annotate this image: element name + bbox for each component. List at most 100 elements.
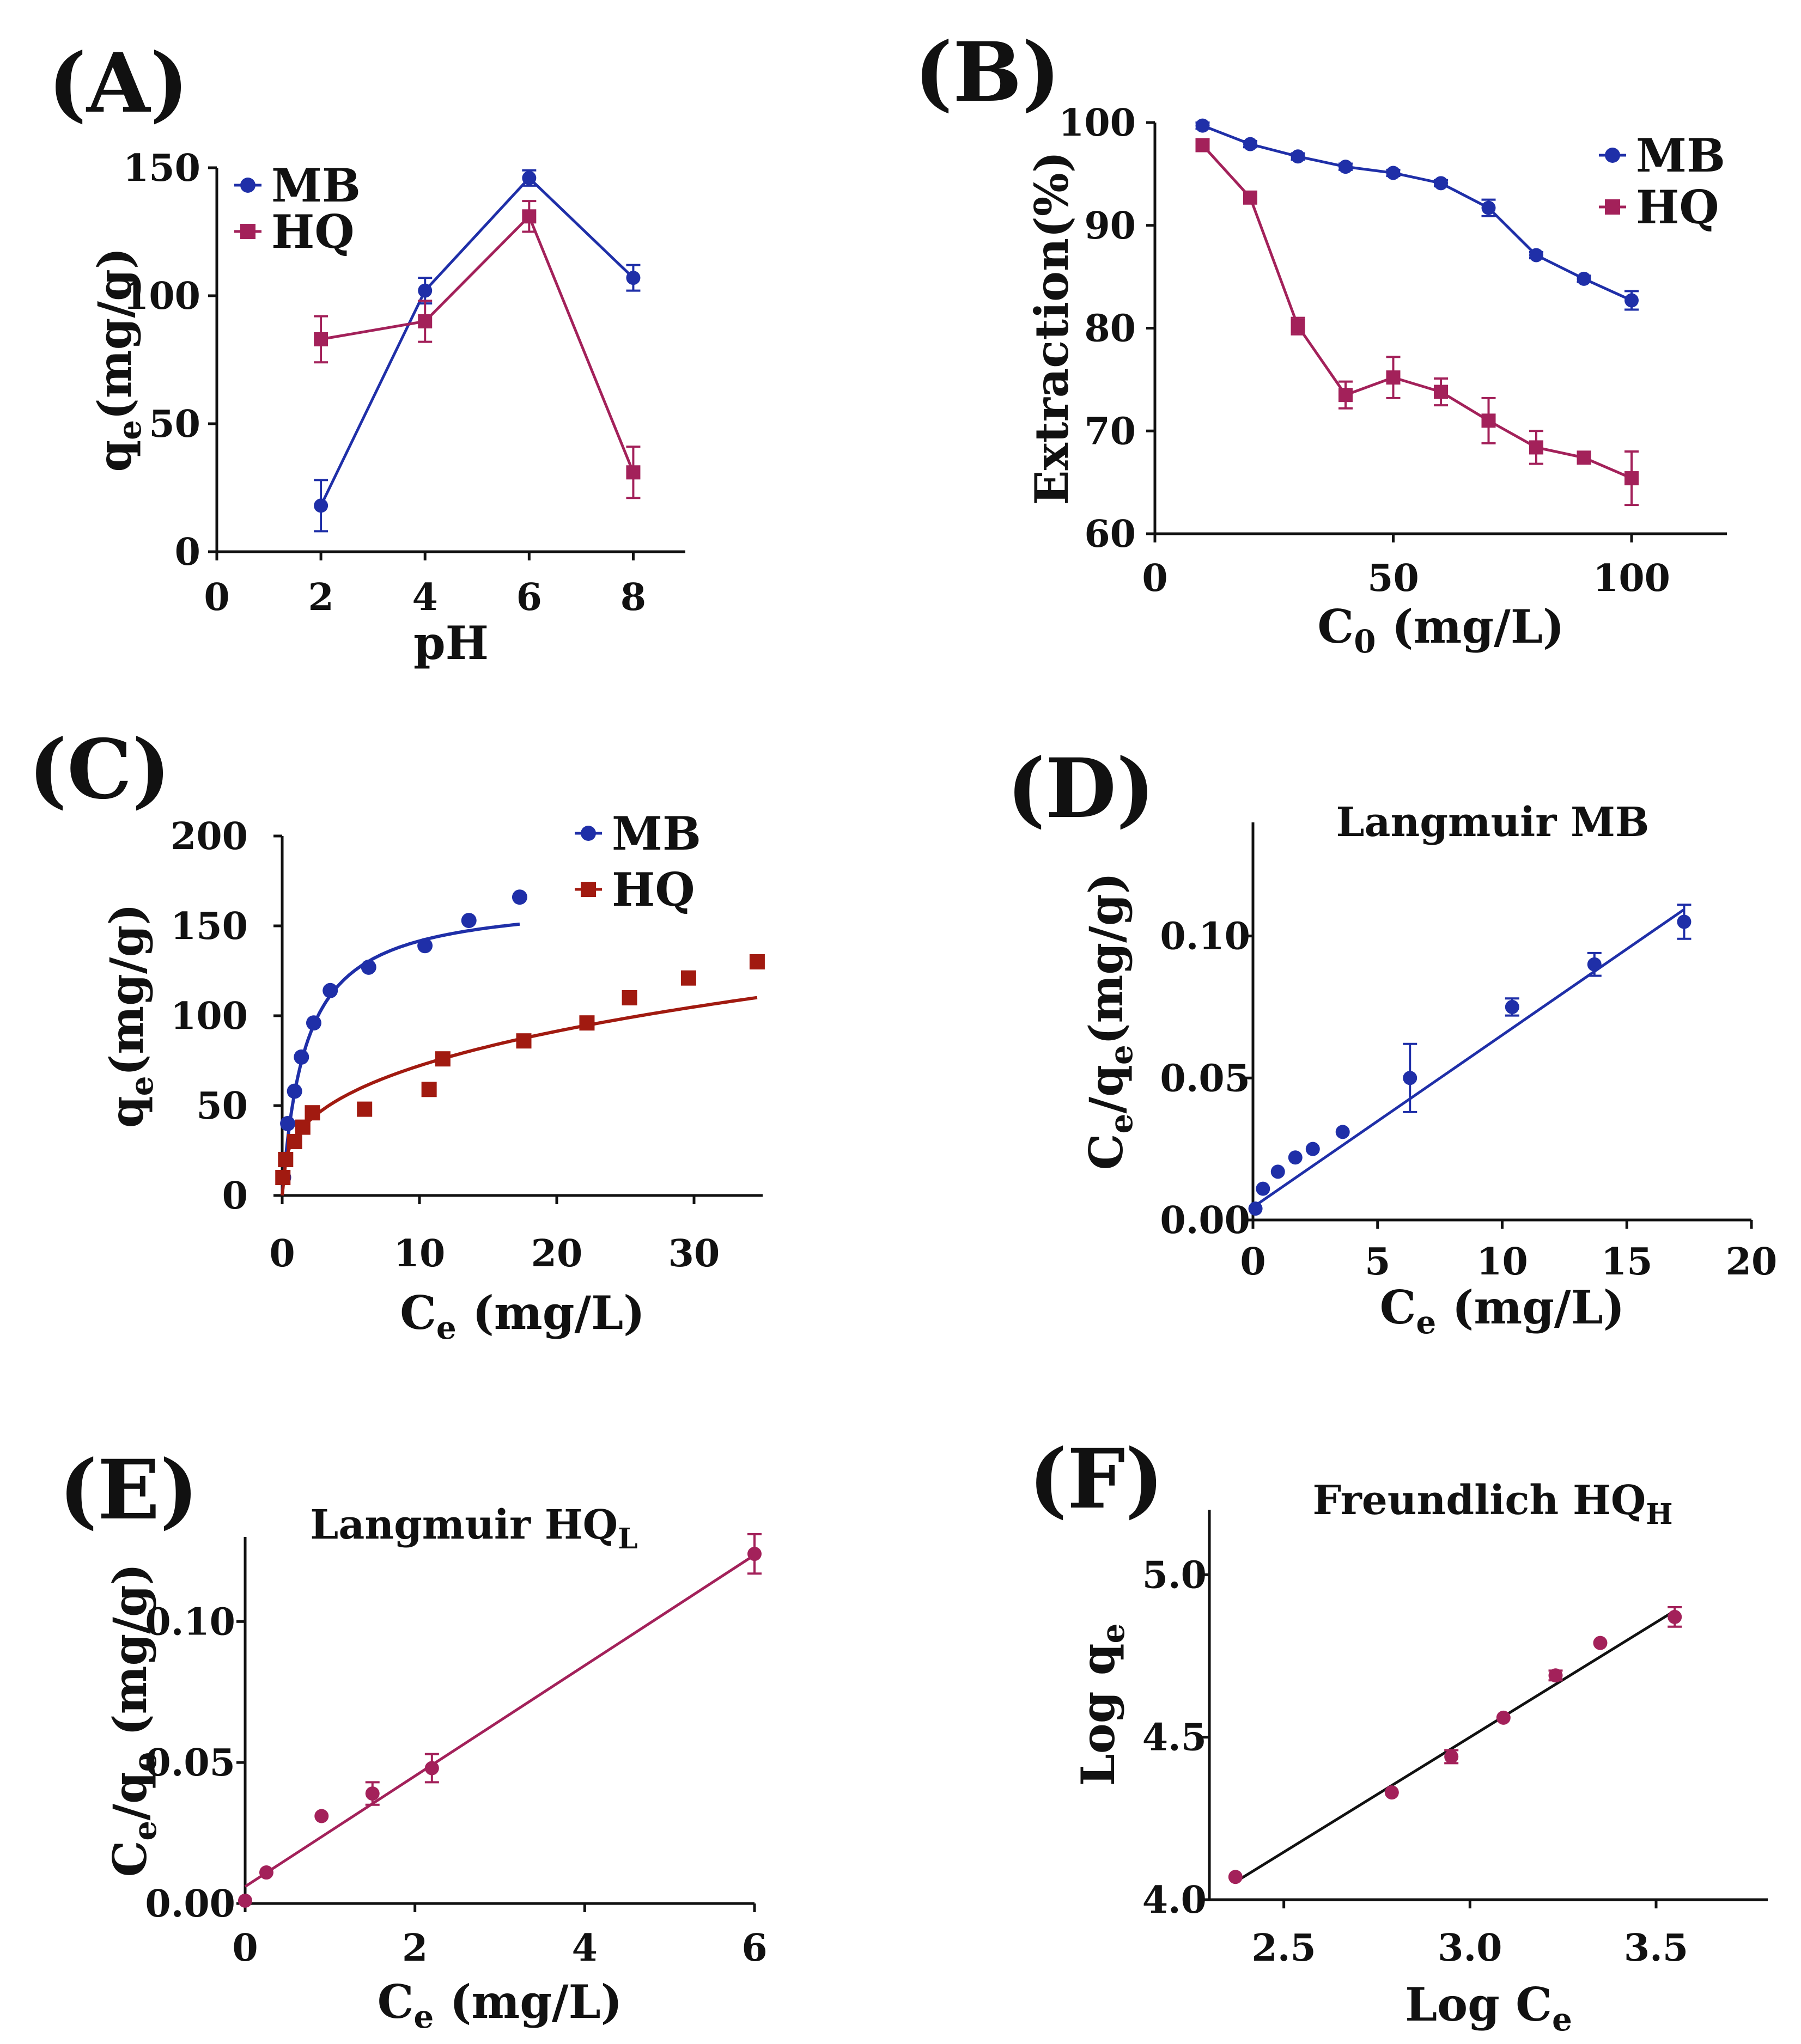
panel-label: (A) (48, 35, 188, 131)
x-tick-label: 6 (741, 1926, 767, 1970)
panel-label: (B) (914, 25, 1061, 120)
data-point (749, 954, 765, 969)
data-point (1291, 319, 1305, 333)
series-line (1202, 124, 1633, 302)
label-part: /q (1079, 1065, 1133, 1113)
label-part: Langmuir HQ (310, 1502, 618, 1548)
label-subscript: H (1646, 1498, 1672, 1531)
label-part: Log q (1071, 1644, 1125, 1786)
label-part: q (100, 1096, 154, 1128)
y-tick-label: 200 (171, 815, 248, 858)
y-axis-label: Ce/qe (mg/g) (103, 1564, 163, 1877)
data-point (1288, 1150, 1303, 1165)
x-tick-label: 100 (1593, 557, 1670, 600)
y-tick-label: 60 (1084, 512, 1136, 556)
x-tick-label: 0 (269, 1232, 295, 1276)
legend-marker (1605, 148, 1620, 163)
label-part: Log C (1405, 1978, 1552, 2031)
data-point (361, 959, 376, 975)
data-point (1529, 248, 1543, 263)
y-tick-label: 0.05 (1160, 1057, 1250, 1100)
x-tick-label: 5 (1365, 1240, 1390, 1284)
data-point (1624, 471, 1639, 486)
label-part: (mg/g) (103, 1564, 157, 1752)
data-point (1434, 385, 1448, 399)
y-tick-label: 4.0 (1142, 1878, 1207, 1922)
y-axis-label: Log qe (1071, 1624, 1131, 1786)
data-point (417, 938, 433, 954)
legend-label: HQ (1636, 180, 1719, 234)
fit-curve-mb (281, 922, 520, 1196)
y-tick-label: 70 (1084, 410, 1136, 453)
data-point (1548, 1668, 1563, 1683)
fit-line (244, 1554, 756, 1888)
data-point (1384, 1785, 1399, 1800)
x-tick-label: 0 (1240, 1240, 1265, 1284)
y-tick-label: 50 (196, 1084, 248, 1128)
data-point (295, 1119, 311, 1135)
data-point (1505, 999, 1519, 1014)
x-tick-label: 0 (204, 576, 229, 619)
data-point (323, 983, 338, 998)
label-part: q (88, 440, 142, 472)
series-hq (1228, 1606, 1682, 1884)
data-point (680, 970, 696, 986)
label-part: C (378, 1975, 414, 2029)
legend-label: HQ (612, 863, 695, 917)
series-mb (314, 169, 641, 533)
data-point (314, 332, 328, 346)
label-subscript: e (436, 1309, 457, 1346)
label-part: C (400, 1286, 436, 1340)
x-axis-label: Log Ce (1405, 1978, 1572, 2038)
y-tick-label: 100 (123, 274, 200, 318)
data-point (1434, 176, 1448, 191)
legend-label: MB (1636, 129, 1725, 182)
legend-marker (240, 224, 255, 239)
data-point (1338, 388, 1353, 402)
x-tick-label: 3.0 (1438, 1926, 1502, 1970)
fit-line (1234, 1609, 1676, 1883)
x-tick-label: 8 (620, 576, 646, 619)
y-tick-label: 0.00 (145, 1882, 235, 1926)
panel-label: (C) (28, 722, 171, 817)
label-part: Freundlich HQ (1312, 1477, 1646, 1524)
data-point (579, 1015, 595, 1031)
data-point (1677, 914, 1692, 929)
panel-title: Freundlich HQH (1312, 1477, 1672, 1531)
legend-label: MB (271, 158, 361, 212)
x-axis-label: pH (413, 616, 489, 670)
fit-curve-hq (281, 996, 758, 1196)
y-tick-label: 4.5 (1142, 1716, 1207, 1760)
data-point (1577, 450, 1591, 465)
data-point (1335, 1125, 1350, 1139)
panel-label: (E) (59, 1442, 198, 1538)
label-part: (mg/L) (1376, 600, 1565, 654)
data-point (512, 889, 527, 905)
x-tick-label: 4 (572, 1926, 598, 1970)
data-point (626, 465, 641, 480)
data-point (622, 990, 637, 1005)
legend-marker (1605, 199, 1620, 215)
data-point (1248, 1201, 1263, 1216)
y-tick-label: 50 (149, 402, 200, 446)
y-axis-label: qe(mg/g) (88, 247, 148, 472)
data-point (1444, 1749, 1459, 1764)
x-tick-label: 50 (1367, 557, 1419, 600)
x-tick-label: 4 (412, 576, 438, 619)
data-point (357, 1101, 373, 1117)
label-part: C (1317, 600, 1354, 654)
legend-label: MB (612, 807, 701, 861)
series-hq (1195, 138, 1639, 507)
data-point (1291, 149, 1305, 164)
data-point (278, 1152, 294, 1167)
data-point (418, 283, 433, 298)
label-part: (mg/g) (1079, 872, 1133, 1045)
data-point (1481, 200, 1496, 215)
series-line (319, 176, 635, 507)
data-point (314, 1809, 329, 1823)
label-subscript: e (111, 420, 148, 440)
